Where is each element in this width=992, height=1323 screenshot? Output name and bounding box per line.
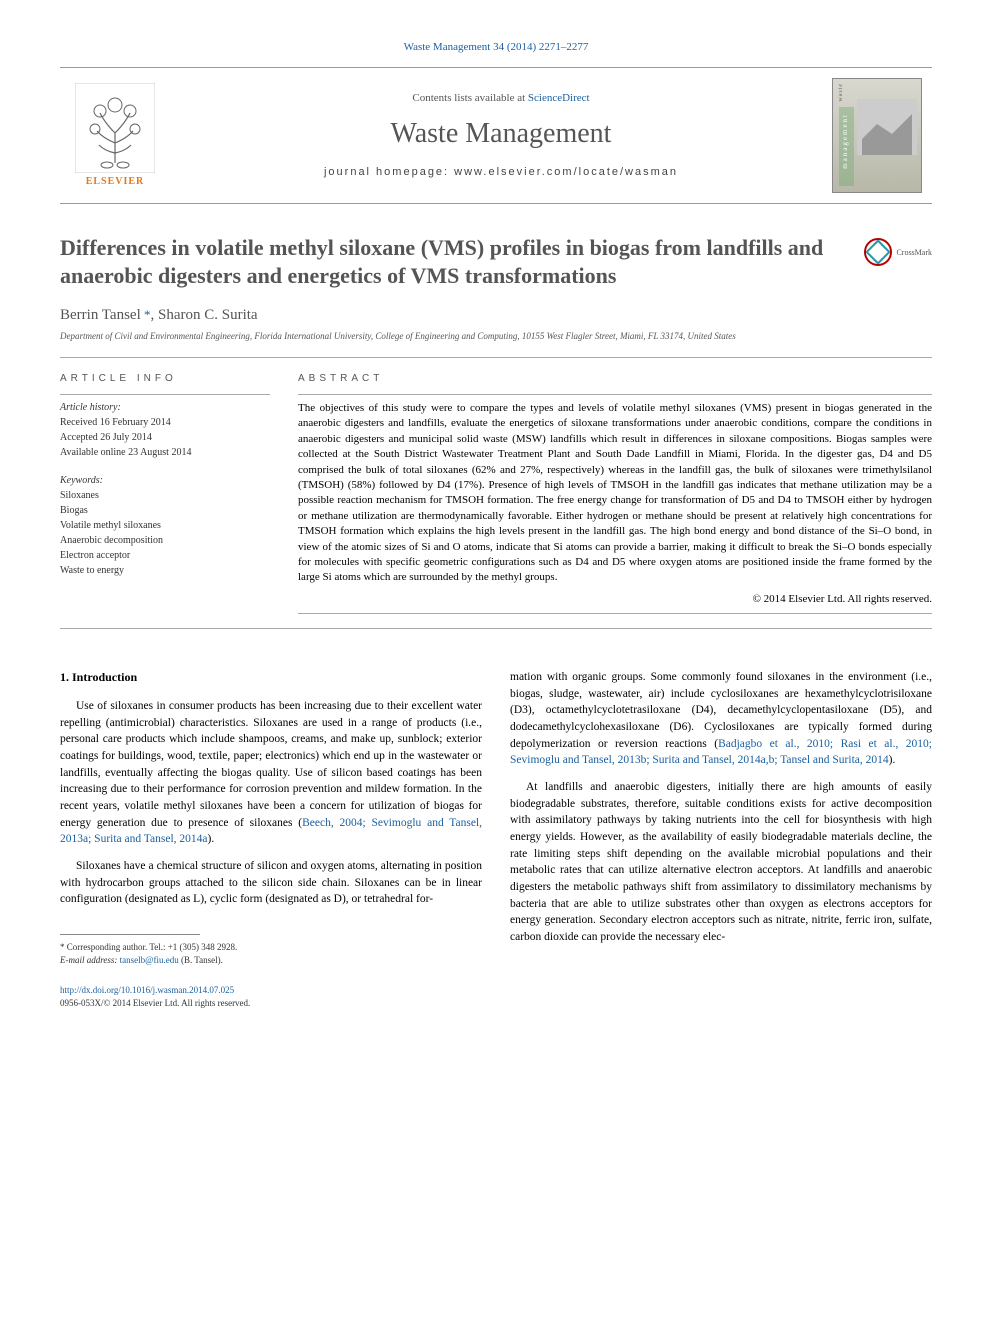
elsevier-tree-icon: [75, 83, 155, 173]
keyword-item: Biogas: [60, 503, 270, 518]
history-received: Received 16 February 2014: [60, 415, 270, 430]
email-footnote: E-mail address: tanselb@fiu.edu (B. Tans…: [60, 954, 482, 967]
journal-cover-thumbnail: waste: [832, 78, 922, 193]
abstract-text: The objectives of this study were to com…: [298, 401, 932, 586]
info-divider-1: [60, 394, 270, 395]
body-column-right: mation with organic groups. Some commonl…: [510, 669, 932, 1009]
journal-reference: Waste Management 34 (2014) 2271–2277: [60, 40, 932, 55]
corresponding-author-footnote: * Corresponding author. Tel.: +1 (305) 3…: [60, 941, 482, 954]
doi-link[interactable]: http://dx.doi.org/10.1016/j.wasman.2014.…: [60, 984, 482, 997]
email-link[interactable]: tanselb@fiu.edu: [120, 955, 179, 965]
history-label: Article history:: [60, 401, 270, 415]
history-accepted: Accepted 26 July 2014: [60, 430, 270, 445]
abstract-heading: ABSTRACT: [298, 372, 932, 386]
crossmark-badge[interactable]: CrossMark: [864, 238, 932, 266]
abstract-column: ABSTRACT The objectives of this study we…: [298, 372, 932, 620]
body-columns: 1. Introduction Use of siloxanes in cons…: [60, 669, 932, 1009]
publisher-block: ELSEVIER: [60, 83, 170, 189]
journal-header: ELSEVIER Contents lists available at Sci…: [60, 67, 932, 204]
body-paragraph: At landfills and anaerobic digesters, in…: [510, 779, 932, 946]
abstract-divider-bottom: [298, 613, 932, 614]
footnote-separator: [60, 934, 200, 935]
homepage-url[interactable]: www.elsevier.com/locate/wasman: [454, 166, 678, 178]
para-text-end: ).: [889, 754, 896, 766]
sciencedirect-link[interactable]: ScienceDirect: [528, 92, 590, 104]
para-text-end: ).: [208, 833, 215, 845]
email-label: E-mail address:: [60, 955, 120, 965]
history-online: Available online 23 August 2014: [60, 445, 270, 460]
abstract-divider: [298, 394, 932, 395]
body-column-left: 1. Introduction Use of siloxanes in cons…: [60, 669, 482, 1009]
keyword-item: Waste to energy: [60, 563, 270, 578]
corresponding-asterisk-icon: *: [141, 307, 151, 322]
author-names: Berrin Tansel: [60, 307, 141, 323]
journal-cover-block: waste: [832, 78, 932, 193]
crossmark-label: CrossMark: [896, 247, 932, 258]
body-paragraph: mation with organic groups. Some commonl…: [510, 669, 932, 769]
publisher-name: ELSEVIER: [86, 175, 145, 189]
keyword-item: Electron acceptor: [60, 548, 270, 563]
email-suffix: (B. Tansel).: [179, 955, 223, 965]
article-title: Differences in volatile methyl siloxane …: [60, 234, 854, 289]
journal-name: Waste Management: [170, 114, 832, 153]
header-center: Contents lists available at ScienceDirec…: [170, 91, 832, 181]
affiliation: Department of Civil and Environmental En…: [60, 330, 932, 343]
homepage-prefix: journal homepage:: [324, 166, 454, 178]
info-abstract-row: ARTICLE INFO Article history: Received 1…: [60, 372, 932, 620]
divider-mid: [60, 628, 932, 629]
contents-prefix: Contents lists available at: [412, 92, 527, 104]
contents-available-line: Contents lists available at ScienceDirec…: [170, 91, 832, 106]
article-info-heading: ARTICLE INFO: [60, 372, 270, 386]
article-info-column: ARTICLE INFO Article history: Received 1…: [60, 372, 270, 620]
author-names-2: , Sharon C. Surita: [151, 307, 258, 323]
crossmark-icon: [864, 238, 892, 266]
para-text: Use of siloxanes in consumer products ha…: [60, 700, 482, 829]
keyword-item: Volatile methyl siloxanes: [60, 518, 270, 533]
divider-top: [60, 357, 932, 358]
section-heading-intro: 1. Introduction: [60, 669, 482, 686]
body-paragraph: Siloxanes have a chemical structure of s…: [60, 858, 482, 908]
author-list: Berrin Tansel *, Sharon C. Surita: [60, 305, 932, 326]
issn-copyright: 0956-053X/© 2014 Elsevier Ltd. All right…: [60, 997, 482, 1010]
keyword-item: Siloxanes: [60, 488, 270, 503]
keywords-label: Keywords:: [60, 474, 270, 488]
body-paragraph: Use of siloxanes in consumer products ha…: [60, 698, 482, 848]
keyword-item: Anaerobic decomposition: [60, 533, 270, 548]
journal-homepage-line: journal homepage: www.elsevier.com/locat…: [170, 165, 832, 180]
abstract-copyright: © 2014 Elsevier Ltd. All rights reserved…: [298, 592, 932, 607]
